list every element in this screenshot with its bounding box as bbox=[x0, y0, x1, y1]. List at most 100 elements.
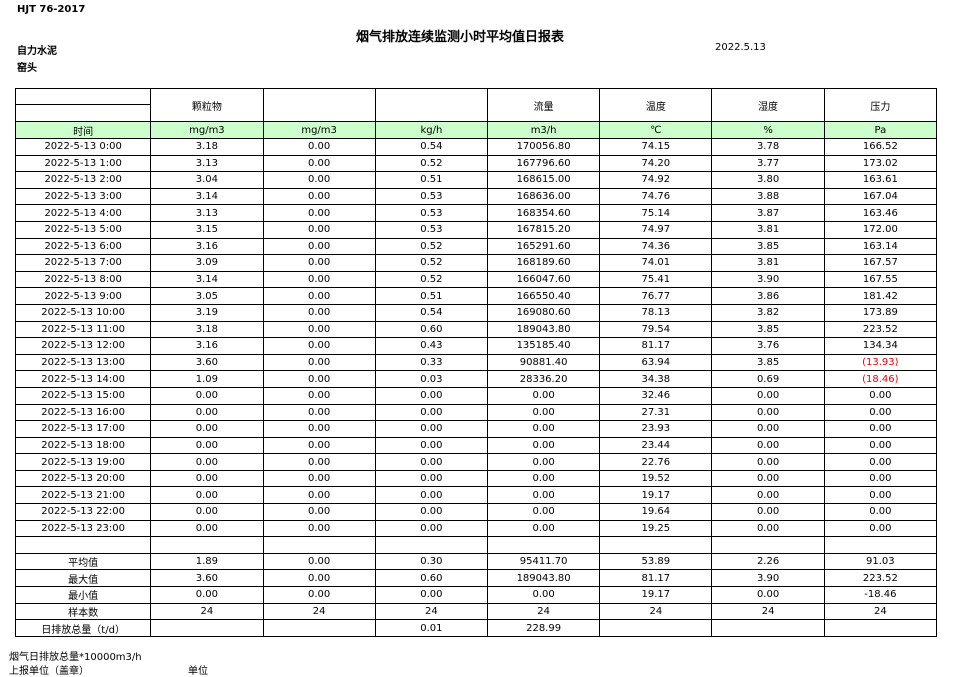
cell: 23.44 bbox=[599, 436, 713, 455]
cell: 0.00 bbox=[262, 486, 376, 505]
cell: 79.54 bbox=[599, 320, 713, 339]
cell: 0.00 bbox=[823, 420, 938, 438]
cell: 189043.80 bbox=[486, 320, 601, 339]
cell: 167.57 bbox=[823, 254, 938, 272]
cell: 0.00 bbox=[486, 420, 601, 438]
cell bbox=[150, 536, 264, 554]
table-row: 2022-5-13 13:00 3.60 0.00 0.33 90881.40 63.94… bbox=[14, 353, 938, 372]
cell: 0.00 bbox=[374, 519, 488, 538]
cell: 2022-5-13 7:00 bbox=[14, 254, 152, 272]
table-row: 日排放总量（t/d） 0.01 228.99 bbox=[14, 619, 938, 637]
cell: 2022-5-13 16:00 bbox=[14, 403, 152, 422]
cell: -18.46 bbox=[823, 586, 938, 604]
cell: 168636.00 bbox=[486, 187, 601, 206]
cell: 170056.80 bbox=[486, 138, 601, 156]
cell: 19.52 bbox=[599, 469, 713, 488]
cell: 3.76 bbox=[711, 337, 825, 355]
table-row: 2022-5-13 2:00 3.04 0.00 0.51 168615.00 74.92… bbox=[14, 171, 938, 189]
cell: 3.86 bbox=[711, 287, 825, 305]
cell: 3.15 bbox=[150, 220, 264, 239]
cell: 2022-5-13 17:00 bbox=[14, 420, 152, 438]
cell: 2022-5-13 19:00 bbox=[14, 453, 152, 471]
cell: 2022-5-13 23:00 bbox=[14, 519, 152, 538]
cell: 3.60 bbox=[150, 569, 264, 588]
cell: 3.85 bbox=[711, 320, 825, 339]
cell: 3.18 bbox=[150, 320, 264, 339]
cell: 2022-5-13 4:00 bbox=[14, 204, 152, 222]
cell: 0.00 bbox=[486, 586, 601, 604]
cell: 165291.60 bbox=[486, 237, 601, 256]
cell: 2022-5-13 18:00 bbox=[14, 436, 152, 455]
cell: 166047.60 bbox=[486, 270, 601, 289]
cell: 2022-5-13 13:00 bbox=[14, 353, 152, 372]
cell: 3.16 bbox=[150, 337, 264, 355]
cell: 0.51 bbox=[374, 171, 488, 189]
cell bbox=[711, 619, 825, 637]
cell: 0.00 bbox=[262, 552, 376, 571]
date: 2022.5.13 bbox=[715, 42, 766, 53]
cell: 0.00 bbox=[374, 436, 488, 455]
cell: 168354.60 bbox=[486, 204, 601, 222]
cell: 32.46 bbox=[599, 386, 713, 405]
unit: 单位 bbox=[188, 666, 208, 677]
cell: 1.09 bbox=[150, 370, 264, 388]
cell: 2022-5-13 1:00 bbox=[14, 154, 152, 173]
cell: 2022-5-13 10:00 bbox=[14, 303, 152, 322]
cell: 0.00 bbox=[262, 337, 376, 355]
cell: 27.31 bbox=[599, 403, 713, 422]
table-row: 2022-5-13 7:00 3.09 0.00 0.52 168189.60 74.01… bbox=[14, 254, 938, 272]
cell: 0.00 bbox=[262, 469, 376, 488]
cell: 3.14 bbox=[150, 270, 264, 289]
cell: 0.00 bbox=[374, 420, 488, 438]
cell: 0.00 bbox=[823, 453, 938, 471]
cell: 75.14 bbox=[599, 204, 713, 222]
table-row: 2022-5-13 15:00 0.00 0.00 0.00 0.00 32.46 0.00… bbox=[14, 386, 938, 405]
cell: 3.13 bbox=[150, 204, 264, 222]
cell: 3.60 bbox=[150, 353, 264, 372]
cell: 0.00 bbox=[150, 486, 264, 505]
cell: 0.60 bbox=[374, 320, 488, 339]
cell: 2022-5-13 5:00 bbox=[14, 220, 152, 239]
cell: 74.20 bbox=[599, 154, 713, 173]
cell: 34.38 bbox=[599, 370, 713, 388]
cell: 3.90 bbox=[711, 270, 825, 289]
cell: 0.00 bbox=[711, 519, 825, 538]
cell bbox=[711, 536, 825, 554]
cell: 3.87 bbox=[711, 204, 825, 222]
cell: 63.94 bbox=[599, 353, 713, 372]
cell: 0.52 bbox=[374, 237, 488, 256]
cell: 0.00 bbox=[262, 303, 376, 322]
cell: 2.26 bbox=[711, 552, 825, 571]
cell: 0.00 bbox=[374, 586, 488, 604]
cell: 166550.40 bbox=[486, 287, 601, 305]
cell bbox=[14, 88, 152, 122]
cell: 0.54 bbox=[374, 138, 488, 156]
footer-note: 烟气日排放总量*10000m3/h bbox=[9, 652, 142, 663]
cell: 0.00 bbox=[262, 254, 376, 272]
cell: 2022-5-13 21:00 bbox=[14, 486, 152, 505]
cell: 135185.40 bbox=[486, 337, 601, 355]
cell: 24 bbox=[374, 602, 488, 621]
cell: 0.00 bbox=[262, 386, 376, 405]
cell: 19.25 bbox=[599, 519, 713, 538]
cell bbox=[599, 536, 713, 554]
cell: 3.85 bbox=[711, 353, 825, 372]
cell: 0.00 bbox=[262, 154, 376, 173]
cell: 最大值 bbox=[14, 569, 152, 588]
cell: 167.04 bbox=[823, 187, 938, 206]
cell: 0.00 bbox=[262, 204, 376, 222]
cell: mg/m3 bbox=[150, 121, 264, 139]
cell: 74.01 bbox=[599, 254, 713, 272]
cell: 样本数 bbox=[14, 602, 152, 621]
cell bbox=[486, 536, 601, 554]
table-row: 时间 mg/m3 mg/m3 kg/h m3/h ℃% Pa bbox=[14, 121, 938, 139]
table-row: 样本数 24 24 24 24 24 24 24 bbox=[14, 602, 938, 621]
cell: 81.17 bbox=[599, 569, 713, 588]
cell: 0.69 bbox=[711, 370, 825, 388]
cell: 74.97 bbox=[599, 220, 713, 239]
cell: 0.00 bbox=[486, 486, 601, 505]
cell: 3.80 bbox=[711, 171, 825, 189]
cell: 0.00 bbox=[150, 420, 264, 438]
table-row: 2022-5-13 3:00 3.14 0.00 0.53 168636.00 74.76… bbox=[14, 187, 938, 206]
cell: 3.09 bbox=[150, 254, 264, 272]
